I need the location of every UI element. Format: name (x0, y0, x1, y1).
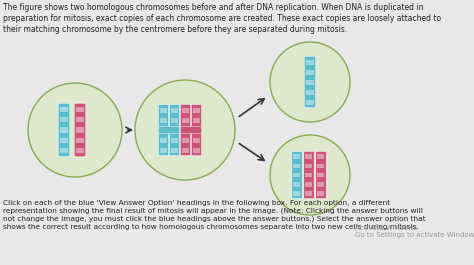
Bar (60, 107, 68, 112)
Bar (160, 138, 167, 143)
Bar (193, 127, 200, 132)
Bar (76, 117, 84, 122)
FancyBboxPatch shape (304, 151, 314, 199)
Bar (171, 138, 178, 143)
Text: Click on each of the blue 'View Answer Option' headings in the following box. Fo: Click on each of the blue 'View Answer O… (3, 200, 426, 229)
FancyBboxPatch shape (74, 103, 86, 157)
Bar (182, 148, 189, 152)
Bar (306, 154, 312, 159)
Bar (171, 127, 178, 132)
Text: Activate Windows
Go to Settings to activate Windows.: Activate Windows Go to Settings to activ… (355, 225, 474, 238)
Circle shape (135, 80, 235, 180)
Bar (293, 164, 301, 168)
Bar (76, 138, 84, 143)
Bar (318, 191, 325, 196)
Bar (306, 164, 312, 168)
Bar (318, 154, 325, 159)
Text: The figure shows two homologous chromosomes before and after DNA replication. Wh: The figure shows two homologous chromoso… (3, 3, 441, 34)
FancyBboxPatch shape (169, 104, 180, 156)
Bar (76, 107, 84, 112)
Bar (293, 191, 301, 196)
FancyBboxPatch shape (158, 126, 180, 134)
FancyBboxPatch shape (292, 151, 302, 199)
Bar (293, 154, 301, 159)
FancyBboxPatch shape (180, 104, 191, 156)
Bar (160, 148, 167, 152)
Bar (171, 117, 178, 122)
Bar (318, 164, 325, 168)
Bar (171, 108, 178, 113)
Bar (76, 127, 84, 132)
Circle shape (28, 83, 122, 177)
Bar (306, 99, 314, 104)
Bar (171, 148, 178, 152)
Bar (193, 148, 200, 152)
FancyBboxPatch shape (158, 104, 169, 156)
Circle shape (270, 135, 350, 215)
FancyBboxPatch shape (304, 56, 316, 108)
Bar (318, 182, 325, 187)
FancyBboxPatch shape (191, 104, 202, 156)
Bar (306, 182, 312, 187)
Bar (193, 108, 200, 113)
Bar (182, 138, 189, 143)
Bar (293, 173, 301, 177)
Bar (306, 173, 312, 177)
FancyBboxPatch shape (181, 126, 201, 134)
Bar (193, 138, 200, 143)
Bar (60, 148, 68, 153)
Bar (293, 182, 301, 187)
Bar (193, 117, 200, 122)
Bar (306, 80, 314, 85)
Circle shape (270, 42, 350, 122)
Bar (60, 127, 68, 132)
Bar (182, 108, 189, 113)
Bar (60, 117, 68, 122)
Bar (306, 60, 314, 64)
Bar (306, 90, 314, 95)
Bar (318, 173, 325, 177)
Bar (182, 117, 189, 122)
Bar (182, 127, 189, 132)
Bar (60, 138, 68, 143)
FancyBboxPatch shape (316, 151, 326, 199)
Bar (160, 127, 167, 132)
FancyBboxPatch shape (58, 103, 70, 157)
Bar (306, 191, 312, 196)
Bar (306, 69, 314, 74)
Bar (76, 148, 84, 153)
Bar (160, 117, 167, 122)
Bar (160, 108, 167, 113)
